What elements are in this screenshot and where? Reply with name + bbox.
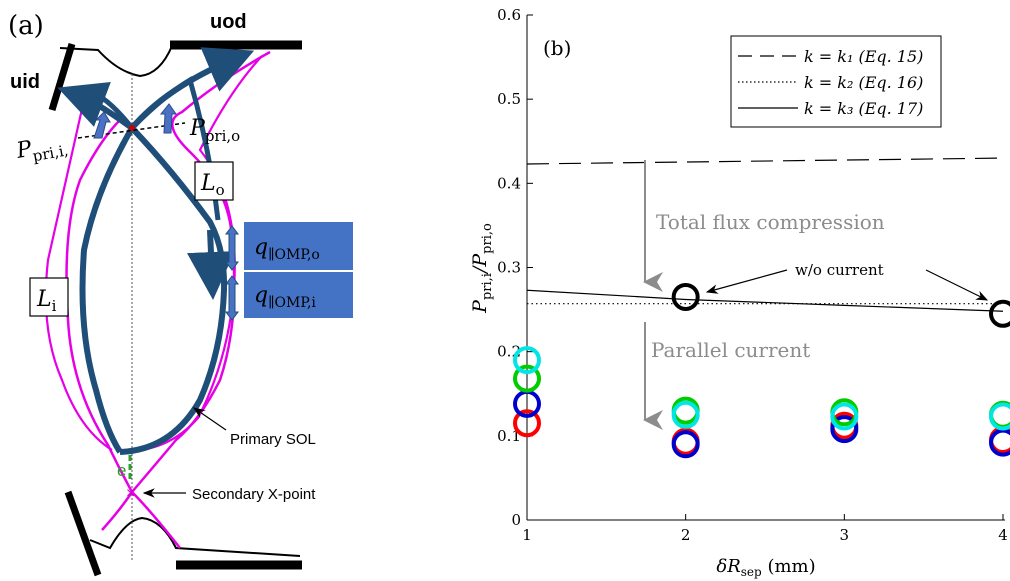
flux-leg-cross-inner [90, 89, 134, 130]
legend-entry-3: k = k₃ (Eq. 17) [804, 99, 923, 118]
parallel-current-label: Parallel current [651, 338, 810, 362]
up-arrow-outer [159, 103, 177, 134]
upper-divertor-wall [59, 45, 300, 78]
data-point [989, 299, 1010, 328]
data-point [513, 409, 541, 438]
data-point [513, 364, 541, 393]
y-ticks: 00.10.20.30.40.50.6 [497, 6, 533, 529]
wo-current-label: w/o current [795, 261, 884, 279]
p-pri-i-label: Ppri,i, [14, 130, 70, 168]
secondary-x-marker: × [126, 485, 135, 502]
panel-a-label: (a) [8, 11, 44, 41]
x-tick-label: 4 [998, 526, 1008, 544]
lower-divertor-wall [89, 516, 301, 557]
l-o-label: Lo [200, 171, 225, 199]
wo-current-arrow-right [925, 269, 989, 301]
data-point [671, 400, 700, 429]
uid-label: uid [10, 71, 40, 93]
q-o-box [244, 222, 353, 270]
y-axis-label: Ppri,i/Ppri,o [469, 223, 495, 314]
legend: k = k₁ (Eq. 15) k = k₂ (Eq. 16) k = k₃ (… [730, 35, 942, 128]
data-point [513, 346, 541, 375]
series-line-solid [526, 289, 1004, 312]
legend-entry-2: k = k₂ (Eq. 16) [804, 73, 923, 92]
primary-sol-pointer [193, 407, 227, 431]
x-tick-label: 3 [840, 526, 850, 544]
inner-separatrix [65, 89, 181, 549]
y-tick-label: 0.4 [497, 174, 521, 192]
data-point [989, 402, 1010, 431]
q-i-double-arrow [225, 275, 239, 321]
data-point [671, 430, 700, 459]
chart-points [513, 282, 1010, 459]
e-label: e [117, 461, 126, 480]
wo-current-arrow-left [705, 269, 788, 294]
data-point [830, 415, 859, 444]
y-tick-label: 0.1 [497, 427, 521, 445]
panel-b-label: (b) [543, 36, 571, 60]
legend-entry-1: k = k₁ (Eq. 15) [804, 47, 923, 66]
l-i-label: Li [36, 287, 57, 315]
total-flux-label: Total flux compression [656, 210, 885, 234]
y-tick-label: 0.5 [497, 90, 521, 108]
series-line-dashed [526, 157, 1004, 165]
q-o-double-arrow [225, 225, 239, 271]
data-point [671, 282, 700, 311]
secondary-x-label: Secondary X-point [192, 486, 316, 503]
flux-down-arrow [186, 229, 235, 300]
q-i-box [244, 272, 353, 318]
data-point [830, 402, 859, 431]
l-i-box [29, 277, 69, 317]
y-tick-label: 0 [511, 511, 521, 529]
flux-path-inner [79, 126, 135, 454]
x-tick-label: 1 [522, 526, 532, 544]
x-ticks: 1 2 3 4 [522, 514, 1008, 544]
y-tick-label: 0.3 [497, 259, 521, 277]
y-tick-label: 0.6 [497, 6, 521, 24]
l-o-box [194, 161, 234, 201]
lower-inner-plate [64, 490, 102, 577]
data-point [989, 428, 1010, 457]
q-i-label: q∥OMP,i [254, 283, 316, 311]
upper-inner-plate [48, 42, 76, 112]
q-o-label: q∥OMP,o [254, 235, 320, 263]
panel-a: (a) uod uid Ppri,o [8, 11, 353, 577]
primary-sol-label: Primary SOL [230, 431, 316, 448]
chart-lines [526, 157, 1004, 312]
uod-label: uod [210, 11, 247, 33]
up-arrow-inner [93, 111, 111, 139]
p-pri-o-label: Ppri,o [189, 116, 240, 145]
x-tick-label: 2 [681, 526, 691, 544]
x-axis-label: δRsep (mm) [716, 556, 815, 579]
